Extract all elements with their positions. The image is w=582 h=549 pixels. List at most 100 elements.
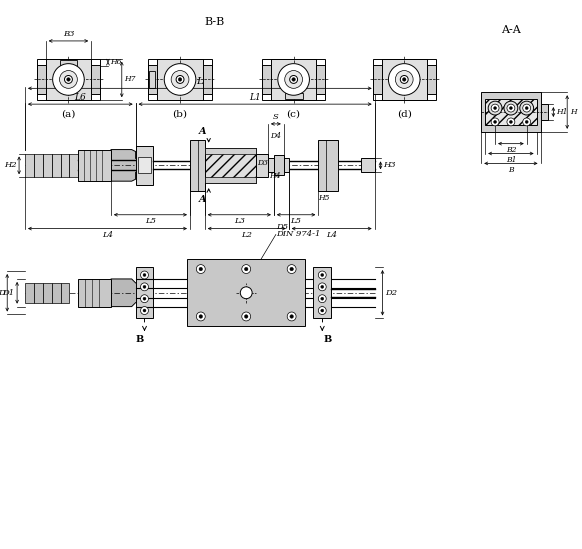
Circle shape [242, 312, 251, 321]
Text: H3: H3 [383, 161, 396, 170]
Circle shape [290, 76, 297, 83]
Text: (c): (c) [286, 109, 301, 119]
Text: DIN 974-1: DIN 974-1 [276, 231, 320, 238]
Bar [37, 65, 46, 94]
Text: L2: L2 [241, 231, 252, 239]
Circle shape [504, 101, 518, 115]
Bar [37, 59, 100, 100]
Circle shape [321, 285, 324, 288]
Bar [137, 158, 151, 173]
Text: L4: L4 [102, 231, 113, 239]
Circle shape [488, 101, 502, 115]
Circle shape [67, 77, 70, 81]
Circle shape [290, 315, 293, 318]
Circle shape [140, 295, 148, 302]
Bar [284, 159, 289, 172]
Bar [372, 65, 382, 94]
Text: (a): (a) [61, 109, 76, 119]
Text: L4: L4 [326, 231, 337, 239]
Bar [382, 59, 427, 100]
Bar [271, 59, 317, 100]
Circle shape [318, 283, 327, 291]
Circle shape [321, 309, 324, 312]
Bar [485, 99, 537, 125]
Circle shape [143, 273, 146, 277]
Text: H2: H2 [4, 161, 17, 170]
Text: B: B [136, 335, 144, 344]
Text: D5: D5 [276, 222, 288, 231]
Bar [59, 60, 77, 66]
Text: D2: D2 [385, 289, 397, 297]
Circle shape [140, 271, 148, 279]
Text: A: A [199, 127, 207, 136]
Text: H6: H6 [111, 58, 122, 66]
Text: H1: H1 [556, 108, 567, 116]
Bar [262, 65, 271, 94]
Circle shape [400, 76, 408, 83]
Text: A: A [199, 195, 207, 204]
Circle shape [507, 104, 515, 112]
Bar [318, 139, 338, 191]
Circle shape [525, 120, 528, 124]
Bar [268, 159, 274, 172]
Bar [203, 65, 212, 94]
Bar [25, 283, 34, 302]
Circle shape [509, 120, 512, 124]
Bar [61, 154, 69, 177]
Text: D4: D4 [270, 132, 281, 140]
Circle shape [523, 104, 531, 112]
Circle shape [140, 306, 148, 315]
Bar [372, 59, 436, 100]
Text: B: B [508, 166, 514, 174]
Circle shape [290, 267, 293, 271]
Bar [150, 71, 155, 88]
Text: D: D [0, 289, 5, 297]
Text: H5: H5 [318, 194, 330, 202]
Circle shape [178, 77, 182, 81]
Bar [25, 154, 34, 177]
Text: H: H [570, 108, 576, 116]
Bar [34, 283, 42, 302]
Bar [79, 149, 111, 181]
Circle shape [140, 283, 148, 291]
Circle shape [523, 118, 531, 126]
Bar [79, 279, 111, 306]
Text: (d): (d) [397, 109, 411, 119]
Circle shape [59, 71, 77, 88]
Bar [205, 177, 256, 183]
Bar [46, 59, 91, 100]
Circle shape [509, 107, 512, 110]
Bar [42, 154, 52, 177]
Polygon shape [111, 149, 140, 181]
Bar [205, 148, 256, 154]
Bar [42, 283, 52, 302]
Text: H4: H4 [269, 172, 281, 180]
Circle shape [242, 265, 251, 273]
Bar [52, 154, 61, 177]
Circle shape [403, 77, 406, 81]
Text: S: S [273, 114, 279, 121]
Circle shape [143, 285, 146, 288]
Text: B-B: B-B [204, 17, 225, 27]
Text: B2: B2 [506, 146, 516, 154]
Circle shape [292, 77, 296, 81]
Circle shape [494, 107, 496, 110]
Circle shape [285, 71, 303, 88]
Bar [69, 154, 79, 177]
Text: B3: B3 [63, 30, 74, 38]
Circle shape [196, 265, 205, 273]
Polygon shape [111, 279, 141, 306]
Circle shape [321, 273, 324, 277]
Circle shape [143, 309, 146, 312]
Circle shape [525, 107, 528, 110]
Circle shape [318, 295, 327, 302]
Circle shape [52, 64, 84, 96]
Text: L: L [196, 77, 203, 86]
Circle shape [321, 297, 324, 300]
Circle shape [388, 64, 420, 96]
Circle shape [240, 287, 252, 299]
Circle shape [491, 118, 499, 126]
Circle shape [507, 118, 515, 126]
Bar [313, 267, 331, 318]
Bar [427, 65, 436, 94]
